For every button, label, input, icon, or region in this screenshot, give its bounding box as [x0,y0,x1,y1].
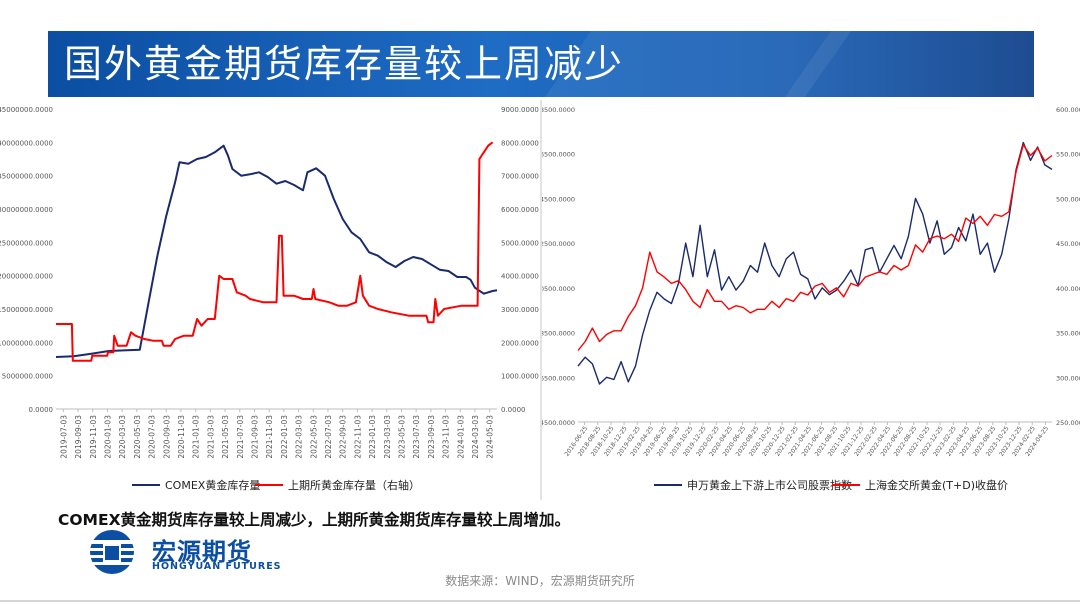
x-tick-label: 2020-07-03 [148,415,157,459]
series-line-1 [577,144,1053,351]
y-left-tick-label: 12500.0000 [542,240,575,248]
x-tick-label: 2023-01-03 [368,415,377,459]
x-tick-label: 2020-01-03 [103,415,112,459]
x-tick-label: 2021-05-03 [221,415,230,459]
x-tick-label: 2022-11-03 [353,415,362,459]
y-left-tick-label: 8500.0000 [542,330,575,338]
y-right-tick-label: 2000.0000 [501,339,539,347]
x-tick-label: 2023-05-03 [397,415,406,459]
y-right-tick-label: 0.0000 [501,406,526,414]
y-left-tick-label: 45000000.0000 [0,106,53,114]
y-left-tick-label: 25000000.0000 [0,239,53,247]
y-left-tick-label: 15000000.0000 [0,306,53,314]
legend-label-0: COMEX黄金库存量 [165,478,260,492]
x-tick-label: 2019-11-03 [89,415,98,459]
x-tick-label: 2022-07-03 [324,415,333,459]
y-right-tick-label: 3000.0000 [501,306,539,314]
y-right-tick-label: 550.0000 [1056,151,1080,159]
x-tick-label: 2024-03-03 [471,415,480,459]
page-title: 国外黄金期货库存量较上周减少 [64,42,625,86]
brand-name-cn: 宏源期货 [152,538,252,566]
x-tick-label: 2022-09-03 [339,415,348,459]
x-tick-label: 2023-03-03 [383,415,392,459]
x-tick-label: 2023-09-03 [427,415,436,459]
y-left-tick-label: 4500.0000 [542,419,575,427]
y-left-tick-label: 20000000.0000 [0,273,53,281]
y-right-tick-label: 300.0000 [1056,374,1080,382]
legend-label-1: 上海金交所黄金(T+D)收盘价 [865,478,1008,492]
y-right-tick-label: 7000.0000 [501,173,539,181]
x-tick-label: 2022-03-03 [295,415,304,459]
y-right-tick-label: 500.0000 [1056,195,1080,203]
y-right-tick-label: 6000.0000 [501,206,539,214]
series-line-0 [577,141,1053,385]
y-right-tick-label: 8000.0000 [501,139,539,147]
y-right-tick-label: 600.0000 [1056,106,1080,114]
x-tick-label: 2021-11-03 [265,415,274,459]
x-tick-label: 2020-09-03 [162,415,171,459]
summary-text: COMEX黄金期货库存量较上周减少，上期所黄金期货库存量较上周增加。 [58,511,571,529]
y-right-tick-label: 4000.0000 [501,273,539,281]
x-tick-label: 2024-05-03 [486,415,495,459]
y-left-tick-label: 10000000.0000 [0,339,53,347]
legend-label-1: 上期所黄金库存量（右轴） [288,478,420,492]
index-price-chart-svg: 4500.0000 6500.0000 8500.0000 10500.0000 125… [536,106,1080,492]
x-tick-label: 2022-05-03 [309,415,318,459]
title-banner: 国外黄金期货库存量较上周减少 [48,31,1034,97]
y-right-tick-label: 400.0000 [1056,285,1080,293]
y-right-tick-label: 9000.0000 [501,106,539,114]
y-right-tick-label: 250.0000 [1056,419,1080,427]
x-tick-label: 2024-01-03 [456,415,465,459]
data-source: 数据来源：WIND，宏源期货研究所 [445,574,635,588]
y-left-tick-label: 30000000.0000 [0,206,53,214]
chart-index-price: 4500.0000 6500.0000 8500.0000 10500.0000 125… [536,100,1080,500]
x-tick-label: 2019-09-03 [74,415,83,459]
series-line-0 [55,144,498,358]
y-left-tick-label: 40000000.0000 [0,139,53,147]
x-tick-label: 2020-03-03 [118,415,127,459]
y-left-tick-label: 5000000.0000 [2,373,53,381]
y-left-tick-label: 10500.0000 [542,285,575,293]
y-left-tick-label: 0.0000 [29,406,54,414]
x-tick-label: 2021-09-03 [250,415,259,459]
x-tick-label: 2020-11-03 [177,415,186,459]
brand-name-en: HONGYUAN FUTURES [152,561,282,572]
x-tick-label: 2019-07-03 [59,415,68,459]
x-tick-label: 2021-01-03 [192,415,201,459]
y-right-tick-label: 450.0000 [1056,240,1080,248]
x-tick-label: 2022-01-03 [280,415,289,459]
y-left-tick-label: 6500.0000 [542,374,575,382]
bottom-rule [0,600,1080,602]
x-tick-label: 2023-11-03 [442,415,451,459]
inventory-chart-svg: 0.0000 5000000.0000 10000000.0000 15000000.… [0,106,539,492]
panel-divider [540,100,542,500]
x-tick-label: 2021-03-03 [206,415,215,459]
y-left-tick-label: 16500.0000 [542,151,575,159]
x-tick-label: 2020-05-03 [133,415,142,459]
x-tick-label: 2021-07-03 [236,415,245,459]
series-line-1 [56,141,494,362]
brand-logo-icon [84,530,140,574]
x-tick-label: 2023-07-03 [412,415,421,459]
brand-logo: 宏源期货 HONGYUAN FUTURES [80,528,320,576]
legend-label-0: 申万黄金上下游上市公司股票指数 [687,478,852,492]
y-left-tick-label: 14500.0000 [542,195,575,203]
y-right-tick-label: 1000.0000 [501,373,539,381]
y-left-tick-label: 35000000.0000 [0,173,53,181]
y-right-tick-label: 5000.0000 [501,239,539,247]
chart-inventory: 0.0000 5000000.0000 10000000.0000 15000000.… [0,100,540,500]
y-left-tick-label: 18500.0000 [542,106,575,114]
y-right-tick-label: 350.0000 [1056,330,1080,338]
